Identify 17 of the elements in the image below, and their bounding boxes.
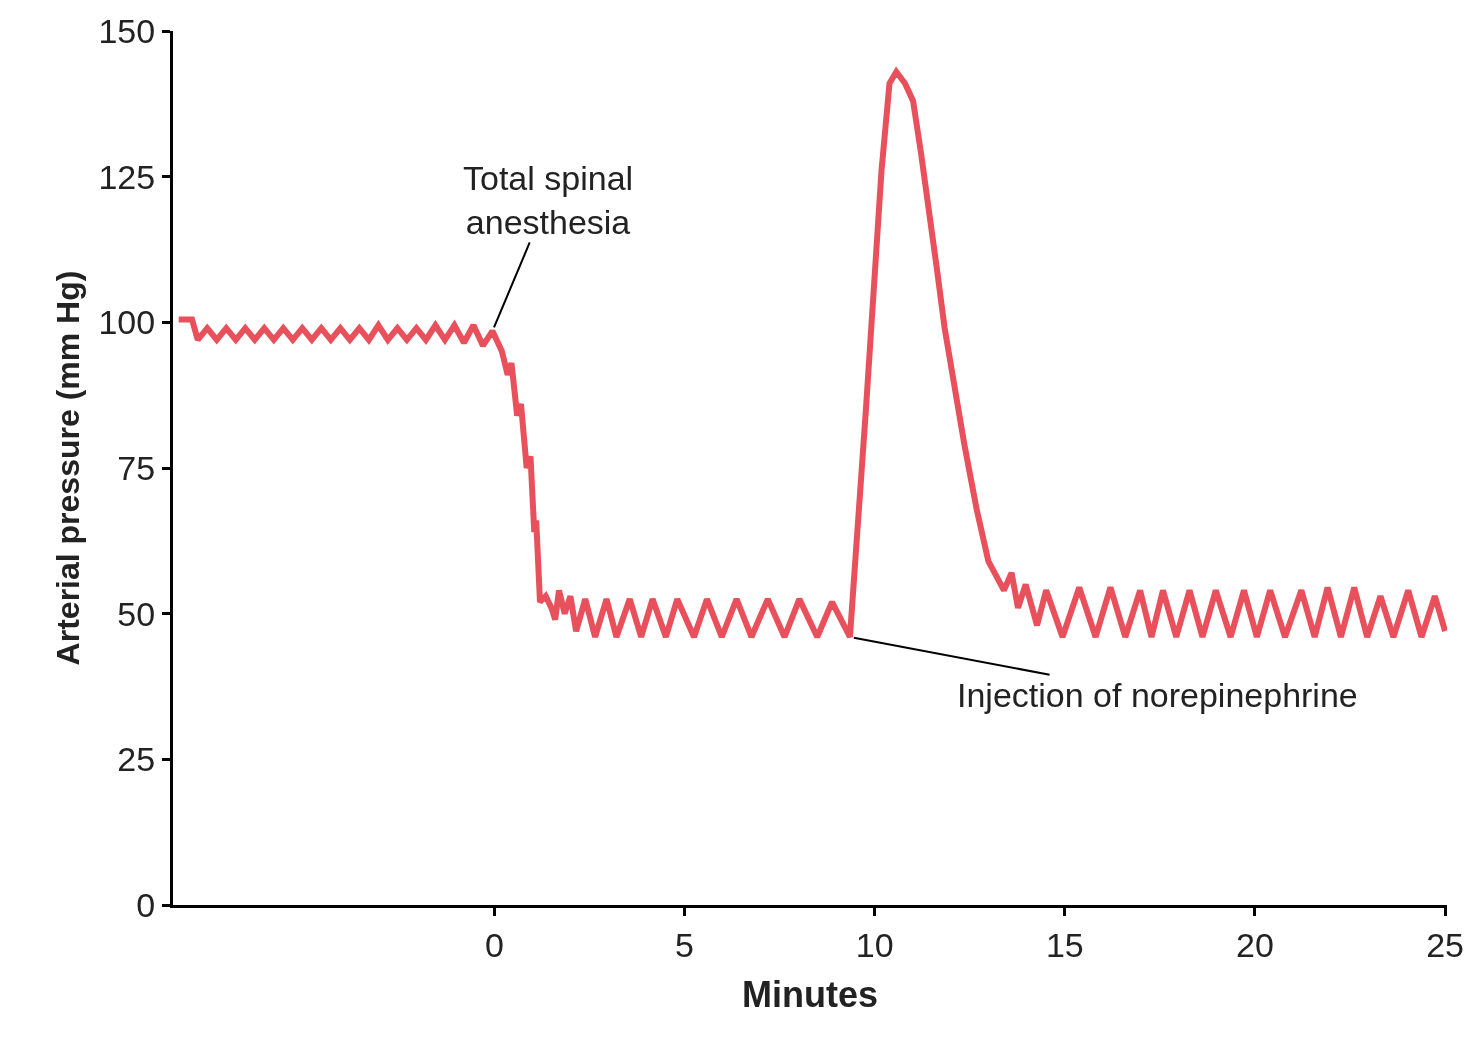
x-tick-label: 5	[675, 925, 694, 964]
y-tick-label: 125	[98, 157, 156, 196]
x-tick-label: 0	[484, 925, 504, 964]
y-tick-label: 0	[136, 885, 156, 924]
annotation: Injection of norepinephrine	[957, 676, 1358, 714]
annotation: Total spinal anesthesia	[463, 159, 634, 242]
y-axis-title: Arterial pressure (mm Hg)	[49, 270, 86, 666]
x-tick-label: 20	[1236, 925, 1274, 964]
y-tick-label: 25	[117, 740, 156, 779]
x-tick-label: 10	[855, 925, 894, 964]
x-axis-title: Minutes	[741, 974, 879, 1016]
y-tick-label: 75	[117, 448, 156, 487]
x-tick-label: 15	[1045, 925, 1084, 964]
x-tick-label: 25	[1426, 925, 1465, 964]
y-tick-label: 150	[98, 11, 156, 50]
y-tick-label: 50	[117, 594, 156, 633]
y-tick-label: 100	[98, 303, 156, 342]
